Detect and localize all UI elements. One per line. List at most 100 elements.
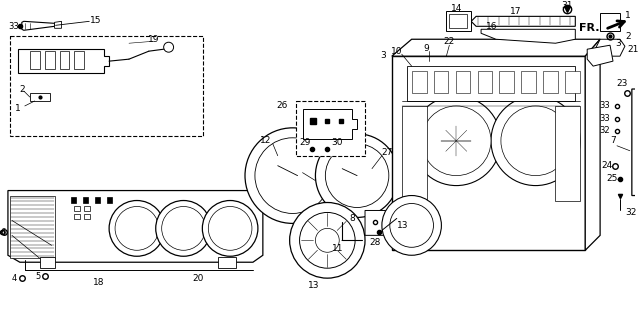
Circle shape xyxy=(208,207,252,250)
Text: 30: 30 xyxy=(332,138,343,147)
Circle shape xyxy=(412,96,501,186)
Text: 5: 5 xyxy=(35,272,40,281)
Text: 13: 13 xyxy=(308,280,319,290)
Text: 33: 33 xyxy=(599,115,610,123)
Text: 13: 13 xyxy=(397,221,408,230)
Circle shape xyxy=(300,212,355,268)
Text: 17: 17 xyxy=(510,7,522,16)
Bar xyxy=(45,51,54,69)
Polygon shape xyxy=(392,39,600,56)
Bar xyxy=(296,101,365,156)
Circle shape xyxy=(162,207,205,250)
Text: 14: 14 xyxy=(451,4,462,13)
Circle shape xyxy=(316,228,339,252)
Bar xyxy=(477,71,492,93)
Text: 19: 19 xyxy=(148,35,159,44)
Text: 3: 3 xyxy=(380,51,386,60)
Polygon shape xyxy=(10,196,54,258)
Circle shape xyxy=(164,42,173,52)
Polygon shape xyxy=(22,21,54,30)
Polygon shape xyxy=(29,93,49,101)
Circle shape xyxy=(290,202,365,278)
Text: 32: 32 xyxy=(600,126,610,135)
Polygon shape xyxy=(365,211,392,235)
Circle shape xyxy=(202,201,258,256)
Bar xyxy=(434,71,449,93)
Bar xyxy=(74,51,84,69)
Bar xyxy=(10,36,204,136)
Circle shape xyxy=(325,144,389,207)
Text: 8: 8 xyxy=(349,214,355,223)
Text: FR.: FR. xyxy=(579,23,599,33)
Polygon shape xyxy=(446,11,471,31)
Polygon shape xyxy=(595,39,625,56)
Bar xyxy=(74,207,81,212)
Text: 23: 23 xyxy=(616,79,628,88)
Polygon shape xyxy=(402,106,426,201)
Text: 2: 2 xyxy=(625,32,630,41)
Bar xyxy=(84,214,90,219)
Bar xyxy=(412,71,426,93)
Circle shape xyxy=(390,203,433,247)
Text: 1: 1 xyxy=(15,105,20,114)
Text: 10: 10 xyxy=(391,47,403,56)
Bar xyxy=(565,71,580,93)
Bar xyxy=(74,214,81,219)
Circle shape xyxy=(156,201,211,256)
Circle shape xyxy=(255,138,330,213)
Bar xyxy=(635,141,640,181)
Polygon shape xyxy=(8,191,263,262)
Text: 9: 9 xyxy=(424,44,429,53)
Bar xyxy=(406,66,575,101)
Polygon shape xyxy=(588,45,613,66)
Circle shape xyxy=(316,134,399,217)
Polygon shape xyxy=(471,16,575,26)
Text: 3: 3 xyxy=(615,39,621,48)
Polygon shape xyxy=(18,49,109,73)
Polygon shape xyxy=(54,21,61,28)
Text: 15: 15 xyxy=(90,16,101,25)
Circle shape xyxy=(115,207,159,250)
Bar xyxy=(635,101,640,131)
Bar xyxy=(499,71,515,93)
Text: 33: 33 xyxy=(599,101,610,110)
Circle shape xyxy=(109,201,164,256)
Polygon shape xyxy=(303,109,357,139)
Text: 27: 27 xyxy=(381,148,392,157)
Bar xyxy=(29,51,40,69)
Circle shape xyxy=(491,96,580,186)
Text: 2: 2 xyxy=(19,85,24,94)
Text: 20: 20 xyxy=(193,274,204,283)
Text: 21: 21 xyxy=(627,45,638,54)
Text: 29: 29 xyxy=(300,138,311,147)
Text: 26: 26 xyxy=(276,101,287,110)
Polygon shape xyxy=(585,39,600,250)
Text: 6: 6 xyxy=(0,228,5,237)
Text: 28: 28 xyxy=(369,238,381,247)
Polygon shape xyxy=(392,56,585,250)
Polygon shape xyxy=(556,106,580,201)
Circle shape xyxy=(501,106,570,176)
Bar xyxy=(456,71,470,93)
Text: 22: 22 xyxy=(444,37,455,46)
Polygon shape xyxy=(632,89,640,196)
Text: 25: 25 xyxy=(606,174,618,183)
Bar xyxy=(84,207,90,212)
Text: 16: 16 xyxy=(486,22,497,31)
Circle shape xyxy=(422,106,491,176)
Bar xyxy=(107,197,112,202)
Polygon shape xyxy=(481,29,575,43)
Bar xyxy=(543,71,558,93)
Polygon shape xyxy=(40,257,54,268)
Text: 18: 18 xyxy=(93,278,105,287)
Text: 1: 1 xyxy=(625,11,630,20)
Bar xyxy=(72,197,76,202)
Bar xyxy=(449,14,467,28)
Bar xyxy=(60,51,69,69)
Text: 12: 12 xyxy=(260,136,271,145)
Text: 31: 31 xyxy=(562,1,573,10)
Polygon shape xyxy=(600,13,620,31)
Polygon shape xyxy=(218,257,236,268)
Bar xyxy=(83,197,88,202)
Text: 24: 24 xyxy=(602,161,612,170)
